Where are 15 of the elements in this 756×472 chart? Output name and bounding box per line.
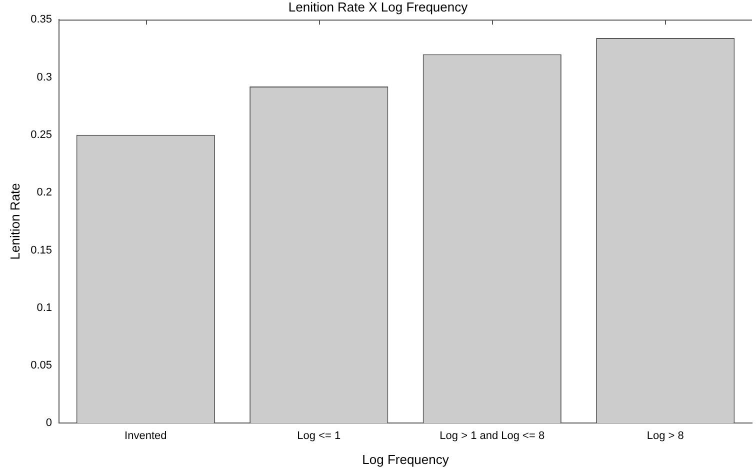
y-tick-label: 0 [46, 417, 52, 430]
x-tick-label: Log > 1 and Log <= 8 [440, 430, 545, 442]
y-tick-label: 0.25 [30, 128, 52, 141]
x-axis-title: Log Frequency [362, 452, 450, 467]
x-tick-label: Log <= 1 [297, 430, 341, 442]
y-tick-label: 0.2 [36, 186, 52, 199]
y-tick-label: 0.3 [36, 71, 52, 84]
y-axis-title: Lenition Rate [7, 183, 22, 260]
chart-title: Lenition Rate X Log Frequency [288, 0, 468, 14]
y-tick-label: 0.15 [30, 244, 52, 256]
y-tick-label: 0.05 [30, 360, 52, 372]
y-tick-label: 0.35 [30, 14, 52, 26]
x-tick-label: Log > 8 [646, 430, 684, 442]
y-tick-label: 0.1 [36, 302, 52, 314]
x-tick-label: Invented [124, 430, 167, 442]
